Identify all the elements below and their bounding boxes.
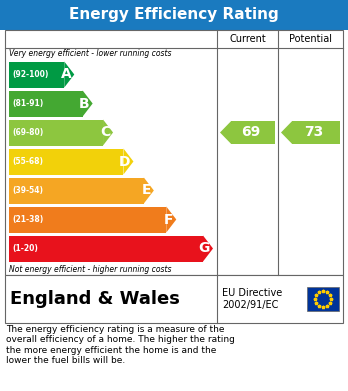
Bar <box>9 61 64 88</box>
Text: D: D <box>119 154 130 169</box>
Bar <box>307 287 339 311</box>
Text: Very energy efficient - lower running costs: Very energy efficient - lower running co… <box>9 50 172 59</box>
Polygon shape <box>166 206 176 233</box>
Text: B: B <box>79 97 90 111</box>
Bar <box>5 30 343 275</box>
Text: (21-38): (21-38) <box>12 215 43 224</box>
Text: Current: Current <box>229 34 266 44</box>
Bar <box>231 121 275 144</box>
Text: (69-80): (69-80) <box>12 128 43 137</box>
Text: (1-20): (1-20) <box>12 244 38 253</box>
Text: The energy efficiency rating is a measure of the
overall efficiency of a home. T: The energy efficiency rating is a measur… <box>6 325 235 365</box>
Text: England & Wales: England & Wales <box>10 290 180 308</box>
Text: E: E <box>141 183 151 197</box>
Polygon shape <box>103 120 113 145</box>
Text: G: G <box>199 242 210 255</box>
Polygon shape <box>82 90 93 117</box>
Polygon shape <box>64 61 74 88</box>
Bar <box>9 120 103 145</box>
Polygon shape <box>220 121 231 144</box>
Polygon shape <box>203 235 213 262</box>
Text: A: A <box>61 68 71 81</box>
Bar <box>9 206 166 233</box>
Bar <box>5 275 343 323</box>
Polygon shape <box>281 121 292 144</box>
Text: (39-54): (39-54) <box>12 186 43 195</box>
Bar <box>292 121 340 144</box>
Text: (92-100): (92-100) <box>12 70 48 79</box>
Bar <box>9 149 124 174</box>
Text: (81-91): (81-91) <box>12 99 43 108</box>
Text: 73: 73 <box>304 126 323 140</box>
Text: 69: 69 <box>241 126 260 140</box>
Text: Energy Efficiency Rating: Energy Efficiency Rating <box>69 7 279 23</box>
Bar <box>0 0 348 30</box>
Text: C: C <box>100 126 110 140</box>
Text: (55-68): (55-68) <box>12 157 43 166</box>
Polygon shape <box>124 149 133 174</box>
Polygon shape <box>144 178 154 203</box>
Text: Not energy efficient - higher running costs: Not energy efficient - higher running co… <box>9 264 172 273</box>
Bar <box>9 178 144 203</box>
Bar <box>9 90 82 117</box>
Text: Potential: Potential <box>289 34 332 44</box>
Bar <box>9 235 203 262</box>
Text: F: F <box>164 212 173 226</box>
Text: EU Directive
2002/91/EC: EU Directive 2002/91/EC <box>222 288 282 310</box>
